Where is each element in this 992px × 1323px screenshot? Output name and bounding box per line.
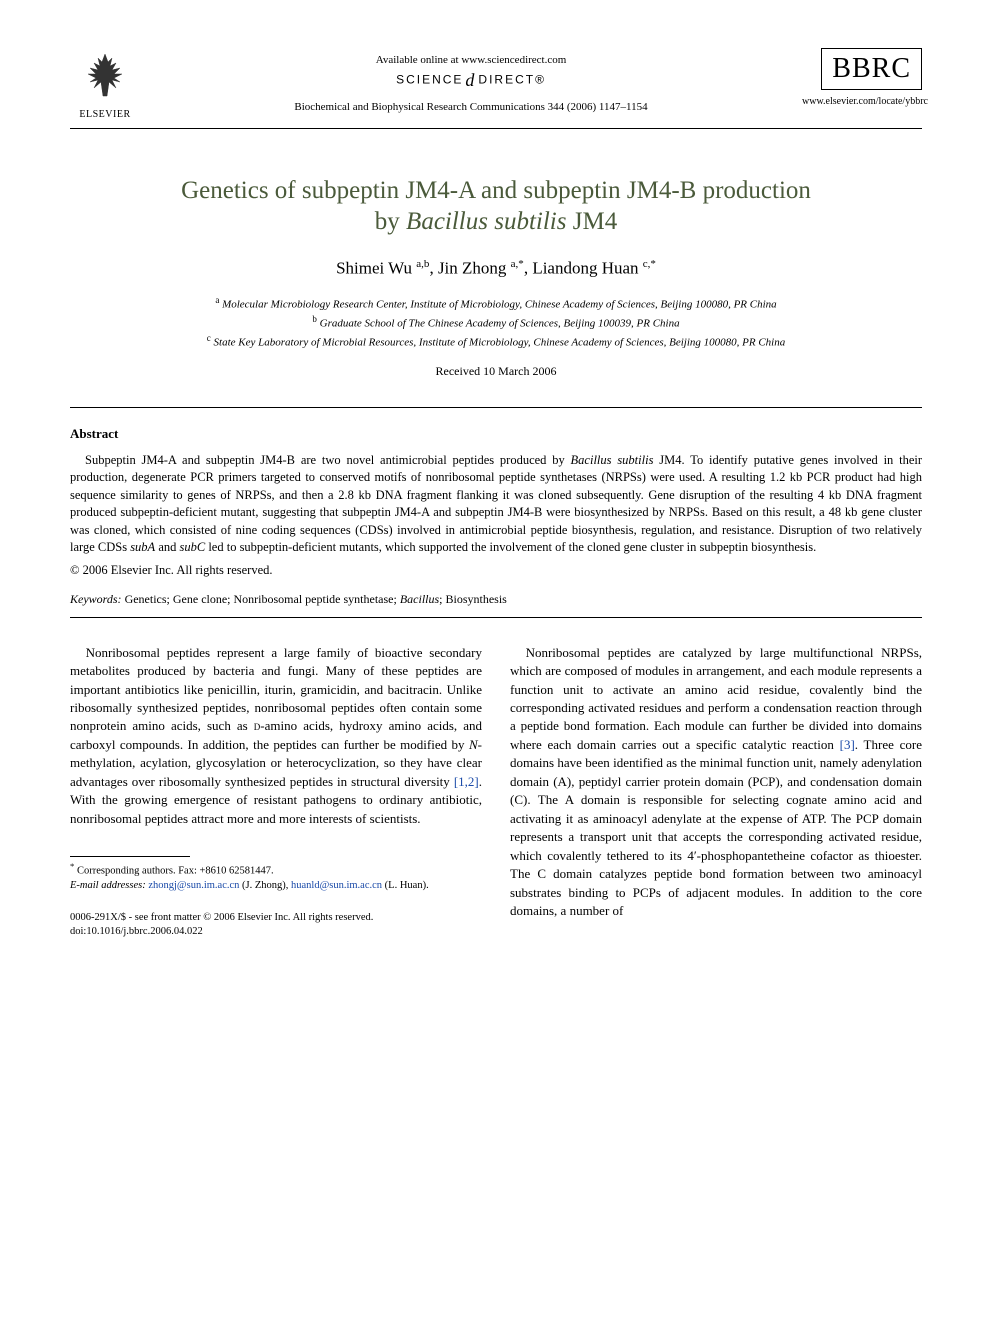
author-1: Shimei Wu <box>336 258 412 277</box>
science-direct-text-1: SCIENCE <box>396 73 463 87</box>
keywords-label: Keywords: <box>70 592 122 606</box>
abstract-heading: Abstract <box>70 426 922 442</box>
doi-line: doi:10.1016/j.bbrc.2006.04.022 <box>70 925 482 939</box>
keywords: Keywords: Genetics; Gene clone; Nonribos… <box>70 592 922 607</box>
science-direct-text-2: DIRECT® <box>478 73 546 87</box>
issn-line: 0006-291X/$ - see front matter © 2006 El… <box>70 911 482 925</box>
col1-para1: Nonribosomal peptides represent a large … <box>70 644 482 829</box>
header-center: Available online at www.sciencedirect.co… <box>140 48 802 113</box>
science-direct-logo: SCIENCEdDIRECT® <box>140 70 802 91</box>
author-1-affil: a,b <box>416 258 429 270</box>
title-line2-suffix: JM4 <box>566 208 617 235</box>
keywords-text: Genetics; Gene clone; Nonribosomal pepti… <box>122 592 507 606</box>
page-header: ELSEVIER Available online at www.science… <box>70 48 922 120</box>
footnote-divider <box>70 856 190 857</box>
email-2[interactable]: huanld@sun.im.ac.cn <box>291 880 382 891</box>
ref-link-1-2[interactable]: [1,2] <box>454 774 479 789</box>
corresponding-text: Corresponding authors. Fax: +8610 625814… <box>77 866 274 877</box>
affiliation-c: c State Key Laboratory of Microbial Reso… <box>70 332 922 351</box>
elsevier-logo: ELSEVIER <box>70 48 140 120</box>
title-line1: Genetics of subpeptin JM4-A and subpepti… <box>181 177 811 204</box>
column-left: Nonribosomal peptides represent a large … <box>70 644 482 940</box>
affiliation-a-text: Molecular Microbiology Research Center, … <box>222 299 777 311</box>
email-addresses: E-mail addresses: zhongj@sun.im.ac.cn (J… <box>70 879 482 893</box>
received-date: Received 10 March 2006 <box>70 364 922 379</box>
affiliations: a Molecular Microbiology Research Center… <box>70 294 922 351</box>
sciencedirect-at-icon: d <box>465 70 476 91</box>
locate-url: www.elsevier.com/locate/ybbrc <box>802 96 922 107</box>
col2-para1: Nonribosomal peptides are catalyzed by l… <box>510 644 922 921</box>
bottom-block: 0006-291X/$ - see front matter © 2006 El… <box>70 911 482 939</box>
elsevier-tree-icon <box>78 48 132 102</box>
affiliation-b: b Graduate School of The Chinese Academy… <box>70 313 922 332</box>
article-title: Genetics of subpeptin JM4-A and subpepti… <box>70 175 922 238</box>
author-3: Liandong Huan <box>532 258 638 277</box>
elsevier-label: ELSEVIER <box>70 109 140 120</box>
abstract-body: Subpeptin JM4-A and subpeptin JM4-B are … <box>70 452 922 557</box>
footnotes: * Corresponding authors. Fax: +8610 6258… <box>70 861 482 893</box>
ref-link-3[interactable]: [3] <box>840 737 855 752</box>
author-2-affil: a,* <box>511 258 524 270</box>
email-label: E-mail addresses: <box>70 880 146 891</box>
available-online-text: Available online at www.sciencedirect.co… <box>140 54 802 66</box>
title-line2-prefix: by <box>375 208 406 235</box>
corresponding-authors: * Corresponding authors. Fax: +8610 6258… <box>70 861 482 879</box>
affiliation-c-text: State Key Laboratory of Microbial Resour… <box>214 337 786 349</box>
bbrc-label: BBRC <box>821 48 922 90</box>
affiliation-b-text: Graduate School of The Chinese Academy o… <box>320 318 680 330</box>
email-1-who: (J. Zhong), <box>239 880 291 891</box>
bbrc-logo-block: BBRC www.elsevier.com/locate/ybbrc <box>802 48 922 107</box>
journal-reference: Biochemical and Biophysical Research Com… <box>140 101 802 113</box>
header-divider <box>70 128 922 129</box>
body-columns: Nonribosomal peptides represent a large … <box>70 644 922 940</box>
email-2-who: (L. Huan). <box>382 880 429 891</box>
affiliation-a: a Molecular Microbiology Research Center… <box>70 294 922 313</box>
column-right: Nonribosomal peptides are catalyzed by l… <box>510 644 922 940</box>
authors: Shimei Wu a,b, Jin Zhong a,*, Liandong H… <box>70 258 922 279</box>
abstract-top-rule <box>70 407 922 408</box>
author-2: Jin Zhong <box>438 258 506 277</box>
author-3-affil: c,* <box>643 258 656 270</box>
email-1[interactable]: zhongj@sun.im.ac.cn <box>148 880 239 891</box>
abstract-copyright: © 2006 Elsevier Inc. All rights reserved… <box>70 563 922 578</box>
title-line2-italic: Bacillus subtilis <box>406 208 566 235</box>
abstract-bottom-rule <box>70 617 922 618</box>
